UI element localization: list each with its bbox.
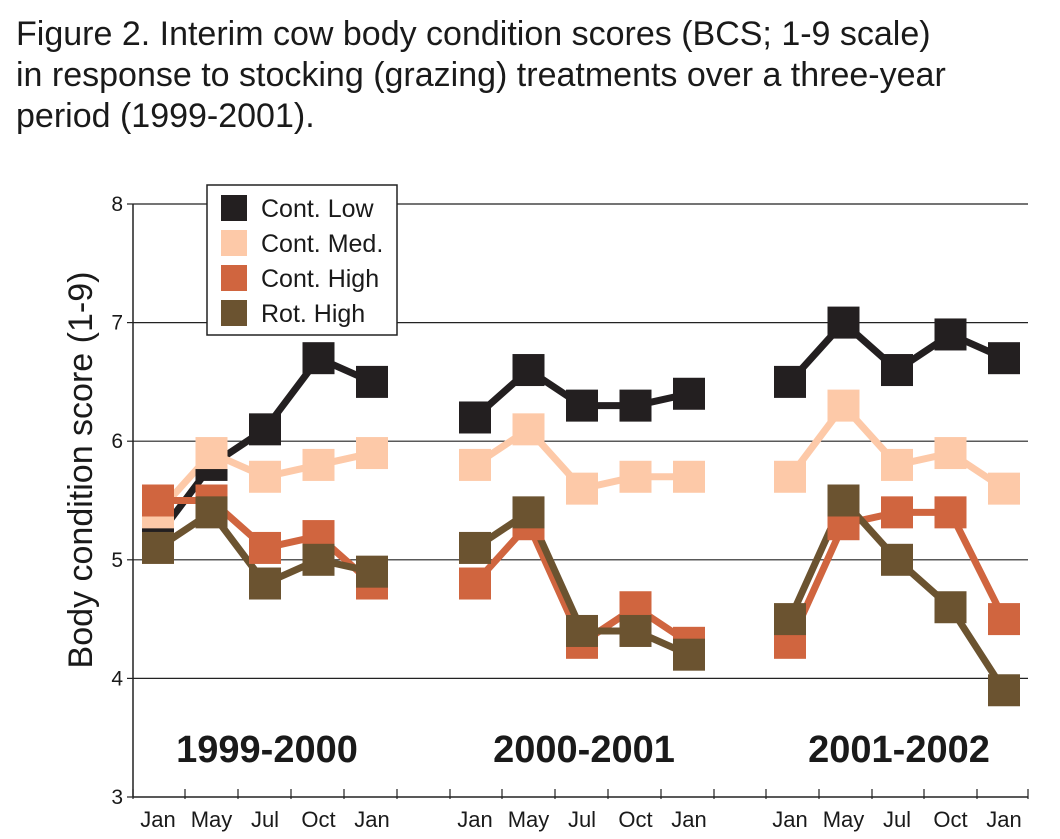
data-point [934,591,967,624]
data-point [566,614,598,647]
y-axis-label: Body condition score (1-9) [62,272,100,669]
data-point [249,413,281,446]
data-point [302,448,335,481]
legend-label: Cont. Low [261,195,375,223]
series-markers [142,306,1020,707]
data-point [566,472,598,505]
data-point [774,603,806,636]
data-point [459,401,491,434]
axes [127,203,1029,799]
y-tick-labels: 3 4 5 6 7 8 [111,193,123,809]
data-point [934,437,967,470]
y-tick-label: 3 [111,786,123,809]
data-point [195,437,228,470]
data-point [459,448,491,481]
x-tick-label: Jul [568,807,596,832]
legend: Cont. Low Cont. Med. Cont. High Rot. High [206,184,398,336]
data-point [673,638,705,671]
data-point [934,318,967,351]
y-tick-label: 4 [111,667,123,690]
data-point [827,484,860,517]
legend-label: Cont. Med. [261,230,383,258]
series-line-2-group-2 [786,508,1008,645]
season-label-2000-2001: 2000-2001 [493,729,675,771]
data-point [934,496,967,529]
data-point [619,460,652,493]
data-point [673,460,705,493]
x-tick-label: Jan [671,807,706,832]
data-point [302,342,335,375]
x-tick-label: Jul [251,807,279,832]
legend-swatch [221,230,247,256]
x-tick-label: Jan [457,807,492,832]
series-line-3-group-2 [786,494,1007,693]
legend-swatch [221,265,247,291]
data-point [988,472,1020,505]
x-tick-label: Jan [986,807,1021,832]
data-point [249,567,281,600]
legend-swatch [221,300,247,326]
data-point [195,496,228,529]
data-point [988,603,1020,636]
data-point [881,354,913,387]
series-line-0-group-0 [155,353,374,539]
data-point [142,484,174,517]
data-point [827,389,860,422]
y-tick-label: 7 [111,312,123,335]
y-tick-label: 6 [111,430,123,453]
data-point [988,674,1020,707]
legend-label: Rot. High [261,300,365,328]
data-point [356,555,388,588]
season-label-2001-2002: 2001-2002 [808,729,990,771]
data-point [302,543,335,576]
data-point [249,531,281,564]
data-point [459,531,491,564]
season-label-1999-2000: 1999-2000 [176,729,358,771]
data-point [774,365,806,398]
data-point [512,413,545,446]
data-point [356,437,388,470]
data-point [988,342,1020,375]
data-point [512,354,545,387]
x-tick-label: May [191,807,233,832]
season-labels: 1999-2000 2000-2001 2001-2002 [176,729,990,771]
data-point [512,496,545,529]
x-tick-label: Oct [301,807,335,832]
x-tick-labels: Jan May Jul Oct Jan Jan May Jul Oct Jan Jan May Jul O… [140,807,1021,832]
data-point [356,365,388,398]
data-point [774,460,806,493]
data-point [827,306,860,339]
data-point [881,448,913,481]
legend-label: Cont. High [261,265,379,293]
x-tick-label: Jan [772,807,807,832]
x-tick-label: Jan [354,807,389,832]
x-tick-label: Oct [933,807,967,832]
data-point [881,543,913,576]
data-point [249,460,281,493]
chart-title: Figure 2. Interim cow body condition sco… [16,15,946,135]
data-point [142,531,174,564]
data-point [459,567,491,600]
data-point [619,389,652,422]
x-tick-label: May [508,807,550,832]
data-point [566,389,598,422]
x-tick-label: Jan [140,807,175,832]
y-tick-label: 8 [111,193,123,216]
data-point [673,377,705,410]
data-point [619,614,652,647]
y-tick-label: 5 [111,549,123,572]
x-tick-label: May [823,807,865,832]
data-point [881,496,913,529]
legend-swatch [221,195,247,221]
x-tick-label: Jul [883,807,911,832]
x-tick-label: Oct [618,807,652,832]
